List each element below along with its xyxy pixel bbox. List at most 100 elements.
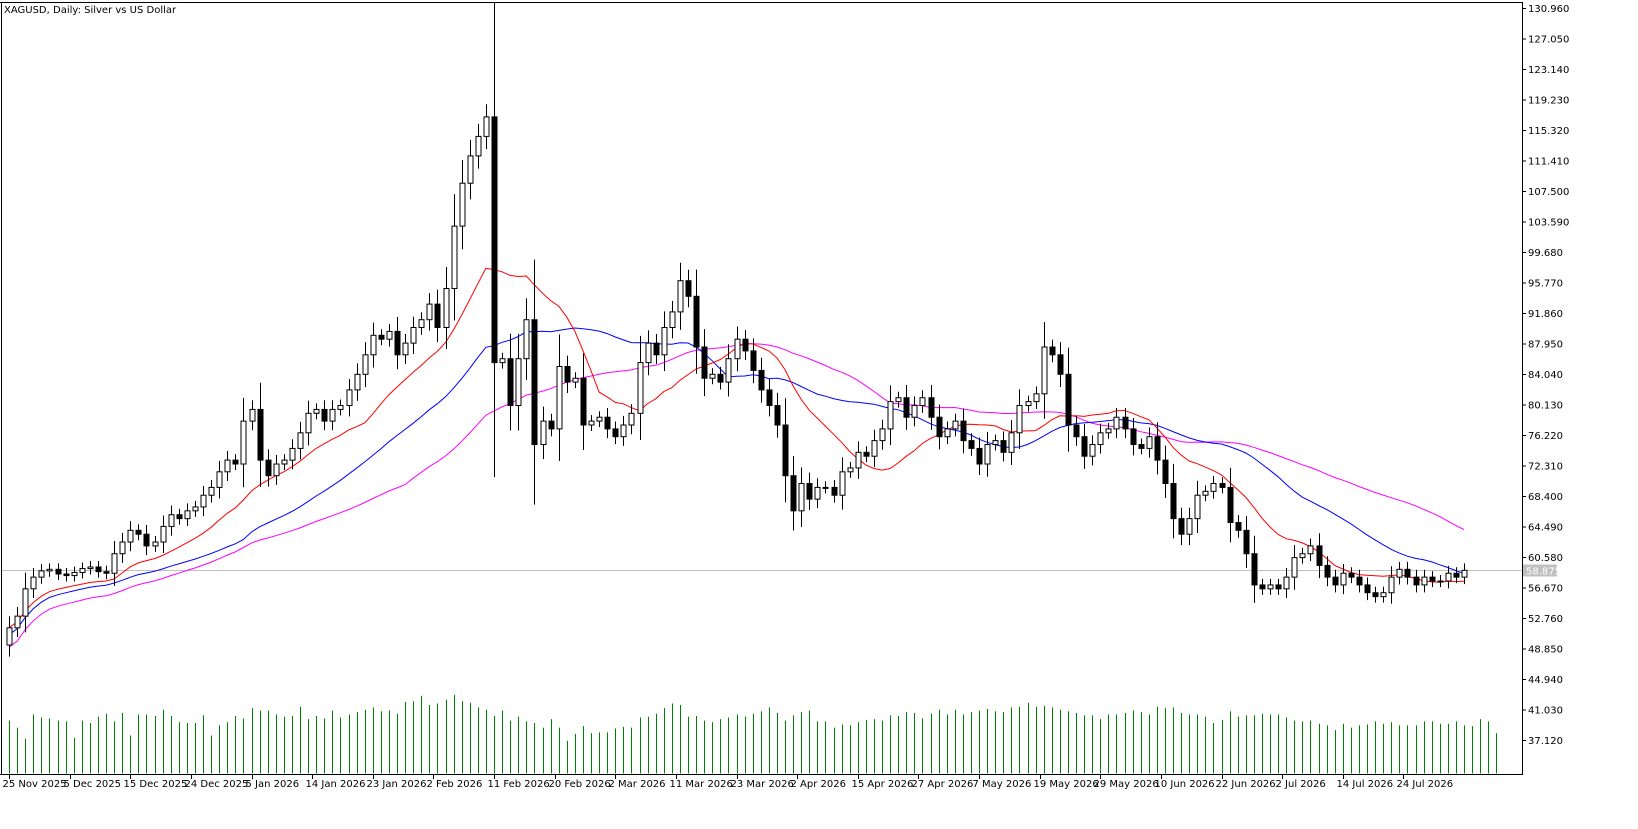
candle [1057, 342, 1064, 387]
candle-body [362, 354, 369, 375]
candle-body [1154, 436, 1161, 461]
date-tick-label: 2 Mar 2026 [609, 779, 666, 790]
candle-body [467, 155, 474, 184]
candle-body [443, 288, 450, 329]
candle [580, 353, 587, 450]
candle-body [831, 486, 838, 496]
candle [1033, 386, 1040, 410]
date-tick-label: 5 Jan 2026 [246, 779, 300, 790]
candle [63, 567, 70, 582]
candle [483, 104, 490, 150]
candle-body [1202, 490, 1209, 496]
price-tick-label: 119.230 [1528, 96, 1569, 107]
candle-body [734, 338, 741, 360]
candle-body [645, 342, 652, 364]
candle [677, 262, 684, 330]
candle [515, 333, 522, 431]
candle-body [71, 571, 78, 577]
candle [354, 363, 361, 401]
candle [1453, 567, 1460, 584]
candle-body [119, 541, 126, 555]
candle [1243, 515, 1250, 569]
candle-body [1453, 572, 1460, 578]
candle-body [337, 405, 344, 410]
candle-body [1372, 592, 1379, 598]
candle [944, 421, 951, 445]
candle [523, 298, 530, 381]
candle-body [540, 420, 547, 446]
candle [1000, 431, 1007, 462]
candle [1307, 538, 1314, 562]
price-tick-label: 103.590 [1528, 218, 1569, 229]
price-tick-label: 95.770 [1528, 279, 1563, 290]
candle [1267, 578, 1274, 595]
candle [1332, 569, 1339, 593]
candle-body [426, 303, 433, 321]
candle [1356, 569, 1363, 593]
candle [1251, 535, 1258, 603]
candle-body [434, 303, 441, 329]
candle-body [1008, 432, 1015, 453]
candle-body [782, 424, 789, 477]
candle-body [483, 116, 490, 137]
candle [111, 541, 118, 586]
candle [588, 415, 595, 432]
candle [475, 123, 482, 169]
candle-body [806, 483, 813, 500]
date-tick-label: 24 Jul 2026 [1397, 779, 1454, 790]
candle [717, 366, 724, 390]
candle [766, 378, 773, 417]
candle [1122, 408, 1129, 439]
candle-body [580, 377, 587, 426]
candle [289, 439, 296, 470]
candle [79, 562, 86, 579]
candle-body [176, 514, 183, 520]
candle-body [1073, 424, 1080, 438]
candle [531, 259, 538, 505]
candle-body [1396, 568, 1403, 578]
candle [6, 616, 13, 657]
candle-body [224, 459, 231, 473]
candle [742, 330, 749, 361]
candle [346, 378, 353, 417]
candle [572, 372, 579, 389]
candle-body [588, 420, 595, 426]
candle-body [281, 459, 288, 465]
candle [1130, 417, 1137, 456]
candle-body [127, 529, 134, 543]
candle-body [1016, 405, 1023, 434]
candle [265, 449, 272, 487]
candle [1404, 561, 1411, 585]
candle-body [944, 428, 951, 438]
candle [1413, 569, 1420, 593]
candle [216, 460, 223, 499]
candle-body [1130, 428, 1137, 446]
candle [443, 267, 450, 349]
candle-body [717, 373, 724, 383]
candle [160, 515, 167, 553]
price-tick-label: 37.120 [1528, 736, 1563, 747]
candle-body [693, 295, 700, 348]
candle [952, 413, 959, 437]
candle-body [564, 366, 571, 383]
candle-body [143, 533, 150, 547]
candle-body [709, 373, 716, 379]
candle-body [491, 116, 498, 364]
candle-body [1340, 572, 1347, 586]
candle-body [1267, 584, 1274, 590]
candle-body [968, 440, 975, 449]
candle [1283, 567, 1290, 598]
candle-body [604, 416, 611, 430]
candle-body [152, 541, 159, 547]
price-tick-label: 64.490 [1528, 523, 1563, 534]
candle-body [38, 570, 45, 578]
candle-body [1380, 592, 1387, 598]
candle [1340, 564, 1347, 595]
candle [22, 572, 29, 633]
candle [232, 454, 239, 471]
ma-medium-line [8, 327, 1465, 636]
candle [1202, 485, 1209, 502]
candle [863, 446, 870, 463]
candle [362, 342, 369, 387]
